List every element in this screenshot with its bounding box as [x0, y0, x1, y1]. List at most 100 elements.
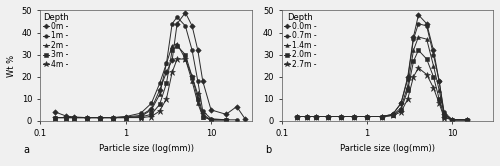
2.7m	[351, 116, 357, 118]
4m	[63, 117, 69, 119]
0.7m	[351, 116, 357, 118]
0m	[200, 80, 206, 82]
1m	[110, 117, 116, 119]
3m	[122, 117, 128, 119]
2.0m	[304, 116, 310, 118]
1m	[138, 112, 144, 114]
2.0m	[390, 114, 396, 116]
0.0m	[416, 14, 422, 16]
0.7m	[405, 78, 411, 80]
0.0m	[325, 116, 331, 118]
1m	[156, 82, 162, 84]
1.4m	[416, 36, 422, 38]
1m	[234, 119, 239, 121]
3m	[169, 49, 175, 51]
2m	[208, 119, 214, 121]
4m	[182, 58, 188, 60]
3m	[97, 117, 103, 119]
0m	[242, 118, 248, 120]
4m	[52, 117, 59, 119]
3m	[200, 116, 206, 118]
0.0m	[405, 76, 411, 78]
2.0m	[294, 116, 300, 118]
0.7m	[424, 25, 430, 27]
1.4m	[351, 116, 357, 118]
2m	[84, 117, 90, 119]
2.7m	[304, 116, 310, 118]
1m	[148, 102, 154, 104]
Y-axis label: Wt %: Wt %	[7, 55, 16, 77]
Line: 0m: 0m	[54, 11, 247, 121]
0m	[174, 23, 180, 25]
0m	[208, 109, 214, 111]
2m	[110, 117, 116, 119]
2.7m	[379, 116, 385, 118]
X-axis label: Particle size (log(mm)): Particle size (log(mm))	[98, 144, 194, 153]
2.7m	[416, 67, 422, 69]
0m	[156, 89, 162, 91]
2.7m	[464, 119, 470, 121]
2.0m	[312, 116, 318, 118]
3m	[174, 45, 180, 47]
2.7m	[450, 119, 456, 121]
2.0m	[325, 116, 331, 118]
3m	[189, 76, 195, 78]
1.4m	[424, 38, 430, 40]
0.7m	[436, 80, 442, 82]
2.0m	[364, 116, 370, 118]
4m	[223, 119, 229, 121]
2.7m	[312, 116, 318, 118]
0.0m	[294, 116, 300, 118]
Line: 3m: 3m	[54, 44, 228, 122]
4m	[122, 117, 128, 119]
0.0m	[351, 116, 357, 118]
Line: 0.7m: 0.7m	[295, 22, 470, 122]
0m	[182, 12, 188, 14]
1.4m	[304, 116, 310, 118]
2.7m	[436, 102, 442, 104]
Line: 4m: 4m	[52, 56, 229, 123]
2.0m	[405, 89, 411, 91]
0.0m	[464, 119, 470, 121]
3m	[63, 117, 69, 119]
2.7m	[338, 116, 344, 118]
2m	[63, 117, 69, 119]
4m	[169, 71, 175, 73]
Line: 1.4m: 1.4m	[295, 35, 470, 122]
2.0m	[416, 49, 422, 51]
1.4m	[410, 49, 416, 51]
Line: 2.0m: 2.0m	[295, 48, 469, 122]
1m	[164, 62, 170, 64]
1m	[72, 117, 78, 119]
2.7m	[364, 116, 370, 118]
2.7m	[294, 116, 300, 118]
0.7m	[325, 116, 331, 118]
2m	[169, 45, 175, 47]
Line: 0.0m: 0.0m	[295, 13, 470, 122]
0.0m	[304, 116, 310, 118]
0m	[195, 49, 201, 51]
0m	[148, 108, 154, 110]
0.0m	[398, 102, 404, 104]
3m	[164, 82, 170, 84]
0m	[122, 116, 128, 118]
0m	[97, 117, 103, 119]
4m	[195, 93, 201, 95]
0.0m	[364, 116, 370, 118]
2.0m	[450, 119, 456, 121]
0.7m	[464, 119, 470, 121]
1.4m	[436, 89, 442, 91]
1.4m	[430, 65, 436, 67]
4m	[148, 116, 154, 118]
0m	[164, 71, 170, 73]
2m	[72, 117, 78, 119]
2m	[200, 116, 206, 118]
3m	[156, 103, 162, 105]
Line: 2m: 2m	[54, 42, 228, 122]
1.4m	[312, 116, 318, 118]
0m	[189, 25, 195, 27]
0.0m	[410, 36, 416, 38]
0.7m	[338, 116, 344, 118]
1.4m	[390, 114, 396, 116]
1m	[169, 23, 175, 25]
